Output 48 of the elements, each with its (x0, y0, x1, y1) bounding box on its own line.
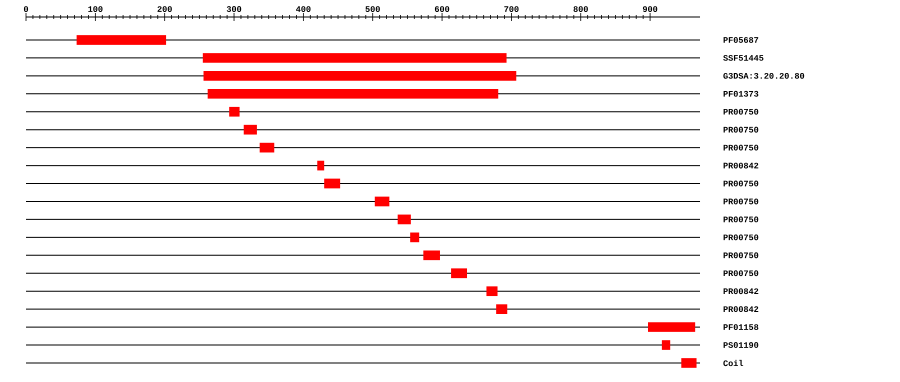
x-tick-label: 800 (574, 6, 588, 12)
bar (374, 196, 390, 206)
bar (317, 160, 324, 170)
bar (76, 35, 166, 45)
bar (324, 178, 340, 188)
y-tick-label: PR00750 (724, 270, 758, 276)
y-tick-label: PR00750 (724, 198, 758, 204)
y-tick-label: PF05687 (724, 37, 758, 43)
x-tick-label: 200 (158, 6, 172, 12)
bar (398, 214, 411, 224)
bar (244, 124, 257, 135)
y-tick-label: Coil (723, 360, 744, 366)
x-tick-label: 0 (24, 6, 28, 12)
x-tick-label: 900 (642, 6, 658, 12)
y-tick-label: PF01158 (724, 324, 758, 330)
y-tick-label: PR00842 (724, 288, 758, 294)
bar (260, 142, 274, 152)
y-tick-label: PR00750 (724, 234, 758, 240)
x-tick-label: 300 (226, 6, 242, 12)
x-tick-label: 600 (434, 6, 450, 12)
bar (681, 358, 697, 368)
y-tick-label: PR00750 (724, 180, 758, 186)
y-tick-label: PR00842 (724, 306, 758, 312)
y-tick-label: PR00750 (724, 126, 758, 133)
y-tick-label: G3DSA:3.20.20.80 (723, 72, 804, 79)
bar (423, 250, 440, 260)
y-tick-label: PF01373 (724, 90, 758, 97)
bar (229, 106, 240, 117)
bar (208, 88, 498, 99)
bar (662, 340, 670, 350)
y-tick-label: PS01190 (724, 342, 758, 348)
x-tick-label: 700 (504, 6, 519, 12)
y-tick-label: PR00842 (724, 162, 758, 168)
x-tick-label: 500 (366, 6, 380, 12)
x-tick-label: 100 (88, 6, 103, 12)
x-tick-label: 400 (296, 6, 311, 12)
bar (202, 53, 507, 63)
bar (204, 71, 516, 81)
y-tick-label: PR00750 (724, 252, 758, 258)
bar (648, 322, 696, 332)
y-tick-label: SSF51445 (723, 55, 764, 61)
bar (410, 232, 420, 242)
bar (451, 268, 468, 278)
y-tick-label: PR00750 (724, 144, 758, 151)
bar (496, 304, 508, 314)
y-tick-label: PR00750 (724, 108, 758, 115)
bar (486, 286, 498, 296)
y-tick-label: PR00750 (724, 216, 758, 222)
